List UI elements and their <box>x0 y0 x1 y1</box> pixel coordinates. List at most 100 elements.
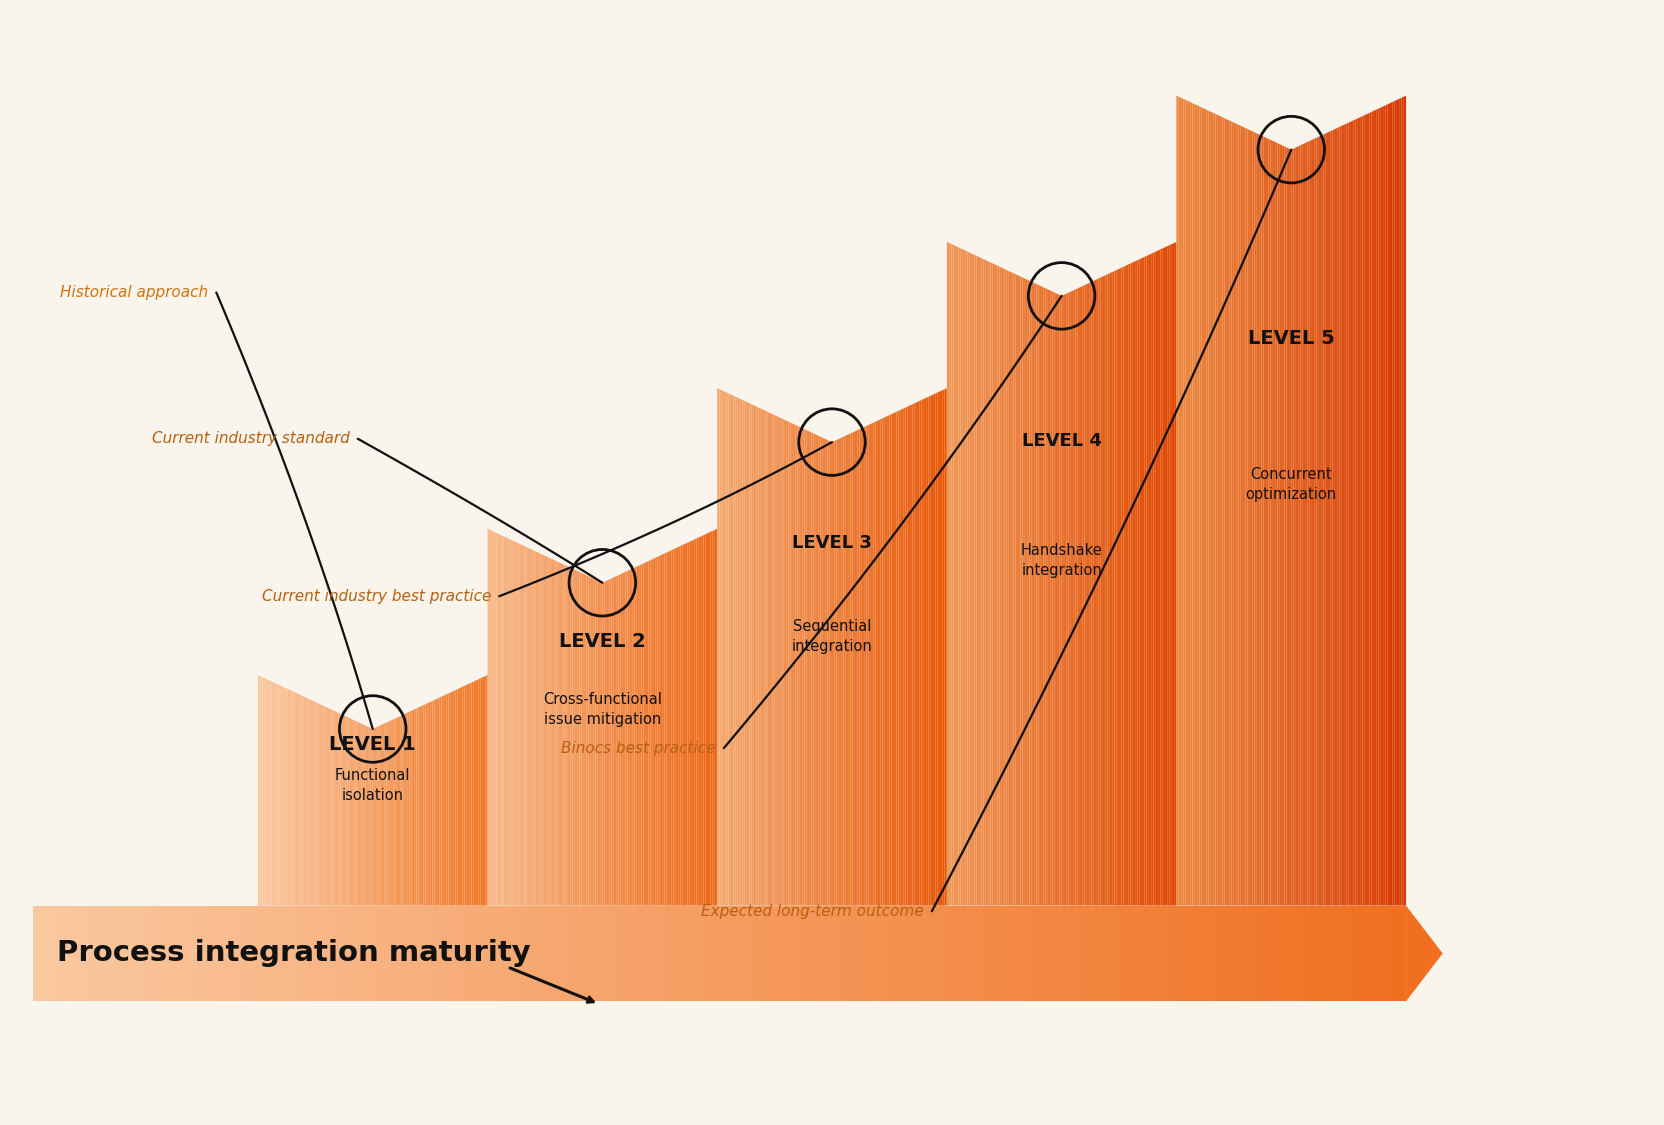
Polygon shape <box>301 695 305 906</box>
Polygon shape <box>1310 140 1311 906</box>
Text: Concurrent
optimization: Concurrent optimization <box>1246 467 1336 502</box>
Polygon shape <box>1345 124 1346 906</box>
Polygon shape <box>849 433 850 906</box>
Polygon shape <box>311 700 313 906</box>
Polygon shape <box>682 543 686 906</box>
Polygon shape <box>318 703 319 906</box>
Polygon shape <box>740 399 742 906</box>
Bar <box>459 906 473 1001</box>
Polygon shape <box>1353 119 1356 906</box>
Bar <box>185 906 198 1001</box>
Polygon shape <box>870 423 874 906</box>
Polygon shape <box>1369 111 1371 906</box>
Polygon shape <box>958 248 960 906</box>
Text: Handshake
integration: Handshake integration <box>1020 543 1103 578</box>
Bar <box>609 906 624 1001</box>
Polygon shape <box>759 407 760 906</box>
Bar <box>486 906 499 1001</box>
Polygon shape <box>1389 102 1393 906</box>
Polygon shape <box>717 388 719 906</box>
Polygon shape <box>1038 285 1042 906</box>
Polygon shape <box>483 676 486 906</box>
Text: Current industry best practice: Current industry best practice <box>261 588 491 604</box>
Polygon shape <box>779 417 782 906</box>
Polygon shape <box>857 429 860 906</box>
Polygon shape <box>1341 125 1345 906</box>
Polygon shape <box>393 718 396 906</box>
Polygon shape <box>1052 291 1055 906</box>
Polygon shape <box>567 567 571 906</box>
Polygon shape <box>1068 291 1072 906</box>
Polygon shape <box>1128 263 1130 906</box>
Bar <box>651 906 664 1001</box>
Polygon shape <box>438 698 439 906</box>
Polygon shape <box>1230 120 1231 906</box>
Polygon shape <box>982 258 983 906</box>
Polygon shape <box>652 558 656 906</box>
Polygon shape <box>953 245 957 906</box>
Bar <box>815 906 829 1001</box>
Polygon shape <box>1273 141 1275 906</box>
Bar <box>1351 906 1364 1001</box>
Polygon shape <box>1305 142 1308 906</box>
Polygon shape <box>727 393 729 906</box>
Polygon shape <box>755 406 759 906</box>
Polygon shape <box>1338 127 1340 906</box>
Polygon shape <box>1346 123 1350 906</box>
Polygon shape <box>1183 99 1186 906</box>
Polygon shape <box>1374 109 1376 906</box>
Polygon shape <box>957 246 958 906</box>
Polygon shape <box>293 691 295 906</box>
Polygon shape <box>554 560 556 906</box>
Polygon shape <box>970 253 972 906</box>
Polygon shape <box>1333 129 1335 906</box>
Polygon shape <box>1215 114 1218 906</box>
Polygon shape <box>486 675 488 906</box>
Polygon shape <box>1002 268 1005 906</box>
Polygon shape <box>384 722 386 906</box>
Polygon shape <box>1200 107 1201 906</box>
Polygon shape <box>1326 133 1328 906</box>
Bar <box>444 906 459 1001</box>
Polygon shape <box>1308 141 1310 906</box>
Polygon shape <box>1330 130 1333 906</box>
Polygon shape <box>814 433 815 906</box>
Text: Sequential
integration: Sequential integration <box>792 619 872 654</box>
Polygon shape <box>1115 270 1117 906</box>
Polygon shape <box>542 555 544 906</box>
Polygon shape <box>1082 285 1085 906</box>
Polygon shape <box>770 413 772 906</box>
Bar <box>226 906 240 1001</box>
Bar <box>1035 906 1050 1001</box>
Polygon shape <box>815 434 819 906</box>
Polygon shape <box>1093 280 1097 906</box>
Polygon shape <box>900 408 904 906</box>
Polygon shape <box>697 538 699 906</box>
Bar <box>1008 906 1022 1001</box>
Polygon shape <box>433 700 434 906</box>
Polygon shape <box>263 677 265 906</box>
Polygon shape <box>1378 108 1381 906</box>
Polygon shape <box>1296 146 1298 906</box>
Polygon shape <box>373 728 374 906</box>
Bar <box>870 906 885 1001</box>
Bar <box>1255 906 1270 1001</box>
Polygon shape <box>275 683 276 906</box>
Polygon shape <box>706 533 707 906</box>
Polygon shape <box>967 252 970 906</box>
Polygon shape <box>306 698 308 906</box>
Polygon shape <box>917 402 919 906</box>
Polygon shape <box>1278 143 1280 906</box>
Polygon shape <box>879 420 880 906</box>
Polygon shape <box>1364 114 1368 906</box>
Polygon shape <box>604 580 607 906</box>
Polygon shape <box>1248 129 1250 906</box>
Polygon shape <box>1188 101 1190 906</box>
Bar <box>102 906 116 1001</box>
Bar <box>514 906 527 1001</box>
Polygon shape <box>1268 138 1271 906</box>
Polygon shape <box>627 569 631 906</box>
Polygon shape <box>1286 147 1290 906</box>
Polygon shape <box>1371 110 1374 906</box>
Polygon shape <box>504 537 506 906</box>
